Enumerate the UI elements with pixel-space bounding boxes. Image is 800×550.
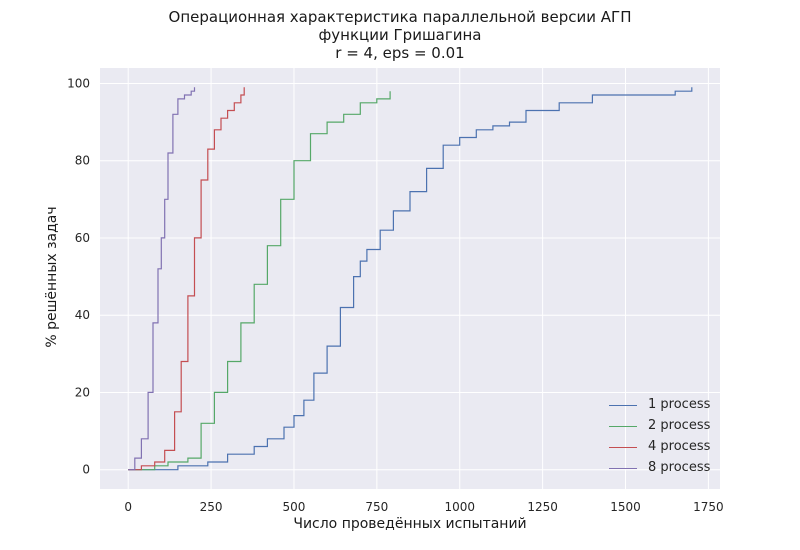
x-tick-label: 500: [283, 500, 306, 514]
x-axis-label: Число проведённых испытаний: [293, 516, 527, 532]
legend-label: 4 process: [648, 439, 711, 454]
y-tick-label: 100: [67, 76, 90, 90]
chart-title-line-1: Операционная характеристика параллельной…: [168, 8, 632, 26]
series-line: [128, 87, 693, 471]
x-tick-label: 1500: [610, 500, 641, 514]
y-tick-label: 40: [75, 308, 90, 322]
legend-item: 4 process: [596, 436, 716, 457]
x-tick-label: 1750: [693, 500, 724, 514]
series-line: [128, 87, 245, 471]
legend: 1 process 2 process 4 process 8 process: [596, 394, 716, 478]
legend-label: 2 process: [648, 418, 711, 433]
legend-item: 1 process: [596, 394, 716, 415]
y-axis-label: % решённых задач: [44, 206, 60, 348]
x-tick-label: 250: [200, 500, 223, 514]
legend-swatch: [609, 405, 637, 406]
chart-title-line-3: r = 4, eps = 0.01: [335, 44, 465, 62]
legend-swatch: [609, 447, 637, 448]
x-tick-label: 0: [124, 500, 132, 514]
legend-item: 8 process: [596, 457, 716, 478]
x-tick-label: 1000: [444, 500, 475, 514]
legend-label: 1 process: [648, 397, 711, 412]
y-tick-label: 20: [75, 385, 90, 399]
series-line: [128, 87, 196, 471]
x-tick-label: 750: [365, 500, 388, 514]
x-tick-label: 1250: [527, 500, 558, 514]
y-tick-label: 60: [75, 231, 90, 245]
chart-title-line-2: функции Гришагина: [318, 26, 482, 44]
series-line: [128, 91, 391, 471]
legend-item: 2 process: [596, 415, 716, 436]
y-tick-label: 80: [75, 154, 90, 168]
legend-swatch: [609, 426, 637, 427]
y-tick-label: 0: [82, 463, 90, 477]
legend-label: 8 process: [648, 460, 711, 475]
plot-background: [100, 68, 720, 489]
legend-swatch: [609, 468, 637, 469]
